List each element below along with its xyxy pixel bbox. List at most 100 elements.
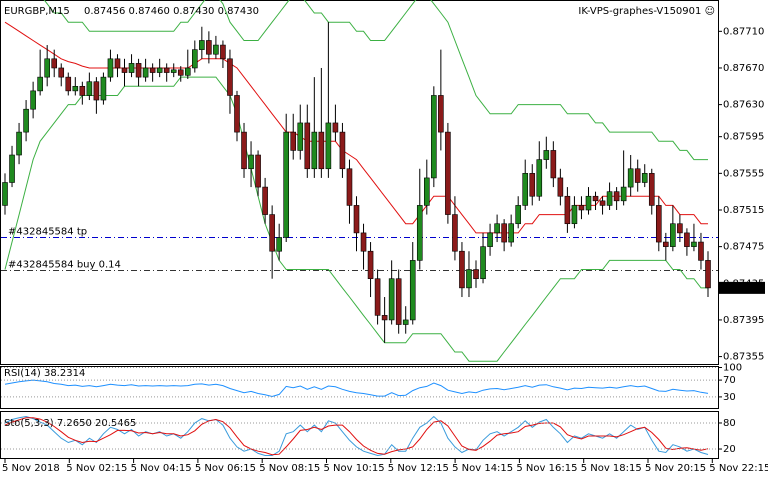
x-tick-label: 5 Nov 12:15 [388,463,449,474]
x-tick-label: 5 Nov 06:15 [195,463,256,474]
candle-body [487,232,493,247]
candle-body [452,214,458,252]
rsi-title: RSI(14) 38.2314 [4,368,85,379]
candle-body [149,67,156,73]
candle-body [100,76,107,101]
y-tick-label: 100 [723,363,742,374]
stoch-panel [0,411,719,459]
candle-body [473,269,479,280]
candle-body [578,205,585,211]
candle-body [423,177,430,206]
x-tick-label: 5 Nov 18:15 [581,463,642,474]
candle-body [72,85,79,92]
candle-body [192,49,198,69]
candle-body [170,69,177,73]
candle-body [374,278,381,316]
candle-body [543,150,550,160]
candle-body [163,67,170,73]
candle-body [290,131,297,151]
candle-body [564,195,571,225]
candle-body [620,186,627,202]
candle-body [529,173,536,197]
candle-body [220,44,226,60]
candle-body [325,122,332,170]
candle-body [388,278,395,321]
candle-body [142,67,149,78]
candle-body [508,223,514,243]
candle-body [705,260,711,289]
candle-body [269,214,275,252]
candle-body [65,76,72,92]
candle-body [79,85,86,96]
y-tick-label: 0.87475 [723,242,764,253]
candle-body [381,315,388,321]
y-tick-label: 0.87670 [723,63,764,74]
candle-body [346,168,353,206]
candle-body [536,159,543,197]
candle-body [177,69,184,76]
candle-body [135,63,142,78]
candle-body [255,154,261,188]
candle-body [648,173,655,206]
y-tick-label: 20 [723,444,736,455]
rsi-panel [0,366,719,409]
candle-body [627,168,634,188]
expert-label: IK-VPS-graphes-V150901 ☺ [578,6,715,17]
candle-body [360,232,367,252]
candle-body [51,58,58,69]
candle-body [227,58,233,96]
candle-body [459,250,465,289]
x-tick-label: 5 Nov 04:15 [131,463,192,474]
candle-body [641,173,648,183]
stoch-title: Sto(5,3,3) 7.2650 20.5465 [4,418,136,429]
candle-body [655,205,662,243]
candle-body [599,200,606,206]
candle-body [311,131,318,170]
x-tick-label: 5 Nov 10:15 [324,463,385,474]
candle-body [37,76,43,92]
candle-body [213,44,219,55]
candle-body [128,63,135,73]
candle-body [304,122,311,170]
x-tick-label: 5 Nov 08:15 [259,463,320,474]
candle-body [114,58,121,69]
indicator-line [4,415,709,457]
y-tick-label: 70 [723,375,736,386]
candle-body [248,154,254,170]
x-tick-label: 5 Nov 2018 [2,463,60,474]
candle-body [592,195,599,202]
order-label: #432845584 buy 0.14 [8,259,121,270]
candle-body [156,67,163,73]
candle-body [557,177,564,197]
y-tick-label: 0.87595 [723,132,764,143]
x-tick-label: 5 Nov 14:15 [452,463,513,474]
last-price-box [719,281,765,294]
candle-body [16,131,22,156]
candle-body [318,131,325,170]
candle-body [402,319,409,325]
candle-body [262,186,268,215]
x-tick-label: 5 Nov 20:15 [645,463,706,474]
candle-body [332,122,339,133]
candle-body [571,205,578,225]
x-tick-label: 5 Nov 22:15 [709,463,768,474]
candle-body [297,122,304,151]
candle-body [367,250,374,280]
candle-body [184,67,191,76]
candle-body [121,67,128,73]
candle-body [550,150,557,179]
candle-body [409,260,416,321]
candle-body [684,232,690,247]
last-price-label: 0.87430 [722,283,763,294]
candle-body [416,205,423,261]
candle-body [86,81,93,96]
candle-body [339,131,346,170]
candle-body [501,223,507,243]
candle-body [634,168,641,183]
main-panel [0,0,719,365]
candle-body [445,131,451,215]
y-tick-label: 0.87555 [723,168,764,179]
candle-body [93,81,100,101]
